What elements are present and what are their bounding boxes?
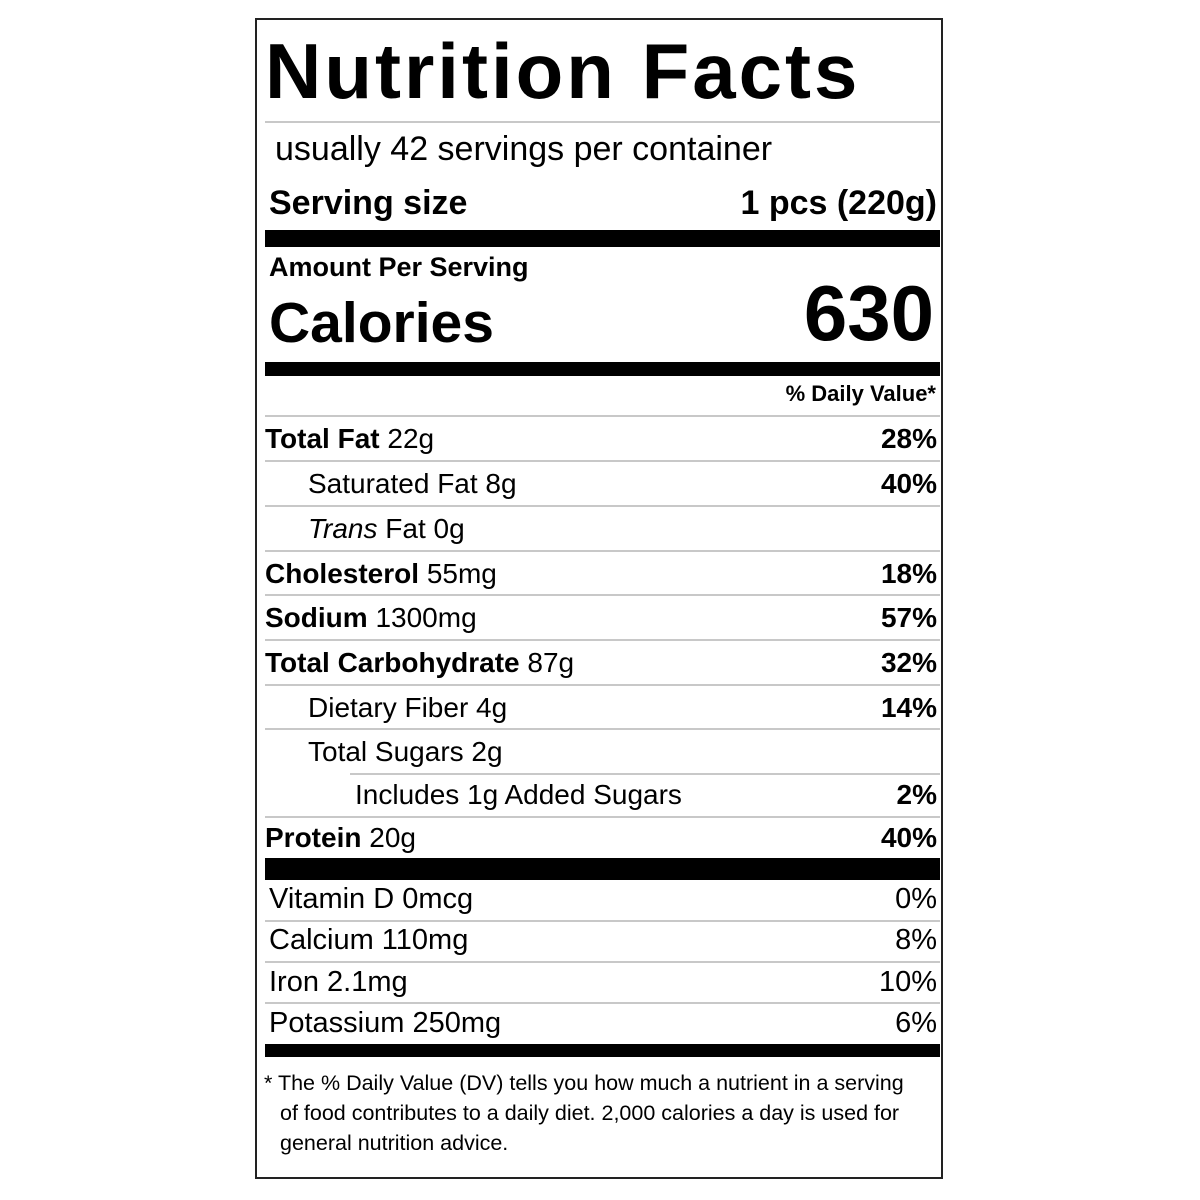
nutrient-row: Protein 20g 40% xyxy=(265,816,937,860)
nutrient-row: Trans Fat 0g xyxy=(265,507,937,551)
nutrient-amount: 1300mg xyxy=(375,602,477,633)
title: Nutrition Facts xyxy=(265,27,861,115)
nutrient-row: Saturated Fat 8g 40% xyxy=(265,462,937,506)
divider xyxy=(265,816,940,818)
vitamin-row: Calcium 110mg 8% xyxy=(265,920,937,961)
thick-bar xyxy=(265,362,940,376)
divider xyxy=(265,639,940,641)
nutrient-amount: 55mg xyxy=(426,558,497,589)
amount-per-serving: Amount Per Serving xyxy=(269,252,529,282)
nutrient-dv: 14% xyxy=(880,692,937,723)
divider xyxy=(265,728,940,730)
servings: usually 42 servings per container xyxy=(275,130,773,168)
nutrient-amount: 87g xyxy=(527,647,575,678)
divider xyxy=(265,121,940,123)
daily-value-header: % Daily Value* xyxy=(785,381,936,406)
calories-label: Calories xyxy=(269,291,494,355)
nutrient-row: Cholesterol 55mg 18% xyxy=(265,552,937,596)
nutrient-row: Dietary Fiber 4g 14% xyxy=(265,686,937,730)
divider xyxy=(265,920,940,922)
nutrient-dv: 40% xyxy=(880,468,937,499)
nutrient-label-italic: Trans xyxy=(308,513,378,544)
nutrient-label: Saturated Fat 8g xyxy=(308,468,517,499)
footnote: * The % Daily Value (DV) tells you how m… xyxy=(264,1071,904,1155)
divider xyxy=(265,460,940,462)
thick-bar xyxy=(265,858,940,880)
nutrient-row: Total Sugars 2g xyxy=(265,730,937,774)
calories-value: 630 xyxy=(803,269,934,357)
vitamin-label: Potassium 250mg xyxy=(269,1007,502,1039)
nutrient-dv: 57% xyxy=(880,602,937,633)
thick-bar xyxy=(265,230,940,247)
nutrient-label: Protein xyxy=(265,822,362,853)
nutrient-label: Dietary Fiber 4g xyxy=(308,692,508,723)
nutrient-row: Sodium 1300mg 57% xyxy=(265,596,937,640)
thick-bar xyxy=(265,1044,940,1057)
vitamin-dv: 0% xyxy=(895,883,937,915)
divider xyxy=(265,415,940,417)
serving-size-row: Serving size 1 pcs (220g) xyxy=(265,180,937,226)
vitamin-dv: 8% xyxy=(895,924,937,956)
nutrient-dv: 40% xyxy=(880,822,937,853)
vitamin-label: Calcium 110mg xyxy=(269,924,469,956)
nutrient-dv: 28% xyxy=(880,423,937,454)
divider xyxy=(265,1002,940,1004)
serving-size-value: 1 pcs (220g) xyxy=(740,183,937,222)
label-border xyxy=(255,18,943,1179)
nutrient-label: Total Sugars 2g xyxy=(308,736,503,767)
nutrient-label: Fat 0g xyxy=(385,513,465,544)
nutrient-dv: 18% xyxy=(880,558,937,589)
nutrient-label: Total Carbohydrate xyxy=(265,647,520,678)
nutrient-row: Total Carbohydrate 87g 32% xyxy=(265,641,937,685)
vitamin-dv: 10% xyxy=(878,966,937,998)
nutrient-label: Cholesterol xyxy=(265,558,420,589)
vitamin-row: Iron 2.1mg 10% xyxy=(265,962,937,1003)
nutrient-label: Includes 1g Added Sugars xyxy=(355,779,682,810)
divider xyxy=(265,961,940,963)
nutrient-label: Sodium xyxy=(265,602,368,633)
serving-size-label: Serving size xyxy=(269,183,468,222)
nutrient-label: Total Fat xyxy=(265,423,380,454)
nutrient-row: Total Fat 22g 28% xyxy=(265,417,937,461)
divider xyxy=(265,550,940,552)
vitamin-row: Potassium 250mg 6% xyxy=(265,1003,937,1044)
nutrient-dv: 32% xyxy=(880,647,937,678)
nutrient-amount: 20g xyxy=(369,822,416,853)
divider xyxy=(265,505,940,507)
divider xyxy=(265,684,940,686)
vitamin-label: Vitamin D 0mcg xyxy=(269,883,474,915)
nutrient-dv: 2% xyxy=(896,779,937,810)
nutrient-row: Includes 1g Added Sugars 2% xyxy=(265,773,937,817)
vitamin-row: Vitamin D 0mcg 0% xyxy=(265,879,937,920)
divider xyxy=(265,594,940,596)
vitamin-label: Iron 2.1mg xyxy=(269,966,408,998)
divider xyxy=(350,773,940,775)
vitamin-dv: 6% xyxy=(895,1007,937,1039)
nutrient-amount: 22g xyxy=(387,423,435,454)
